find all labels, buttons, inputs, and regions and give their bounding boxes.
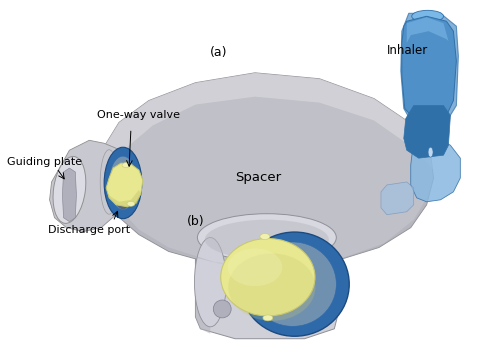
Ellipse shape [194,238,226,327]
Polygon shape [196,228,338,339]
Polygon shape [98,73,434,267]
Polygon shape [98,170,434,267]
Ellipse shape [112,165,134,209]
Text: One-way valve: One-way valve [98,110,180,120]
Ellipse shape [122,162,130,167]
Text: Inhaler: Inhaler [387,45,428,57]
Polygon shape [407,17,449,43]
Ellipse shape [198,214,336,261]
Polygon shape [404,105,450,158]
Ellipse shape [100,150,118,214]
Ellipse shape [260,234,270,240]
Polygon shape [410,130,461,202]
Polygon shape [381,182,414,215]
Ellipse shape [53,156,86,223]
Text: (b): (b) [186,215,204,228]
Polygon shape [109,190,141,207]
Ellipse shape [412,10,444,22]
Ellipse shape [228,249,282,286]
Polygon shape [401,13,458,125]
Ellipse shape [249,242,336,326]
Polygon shape [402,16,456,122]
Polygon shape [103,73,434,170]
Ellipse shape [263,315,273,321]
Ellipse shape [428,147,433,157]
Text: Spacer: Spacer [235,171,281,184]
Ellipse shape [109,156,137,210]
Ellipse shape [104,147,142,219]
Polygon shape [62,168,76,222]
Ellipse shape [214,300,231,318]
Polygon shape [50,140,119,232]
Text: (a): (a) [210,46,227,59]
Text: Guiding plate: Guiding plate [7,157,82,167]
Text: Discharge port: Discharge port [48,224,130,235]
Ellipse shape [127,201,135,206]
Ellipse shape [220,239,315,316]
Ellipse shape [230,241,305,313]
Ellipse shape [205,220,329,259]
Polygon shape [196,289,210,334]
Ellipse shape [240,232,349,336]
Polygon shape [106,163,143,207]
Ellipse shape [228,253,316,321]
